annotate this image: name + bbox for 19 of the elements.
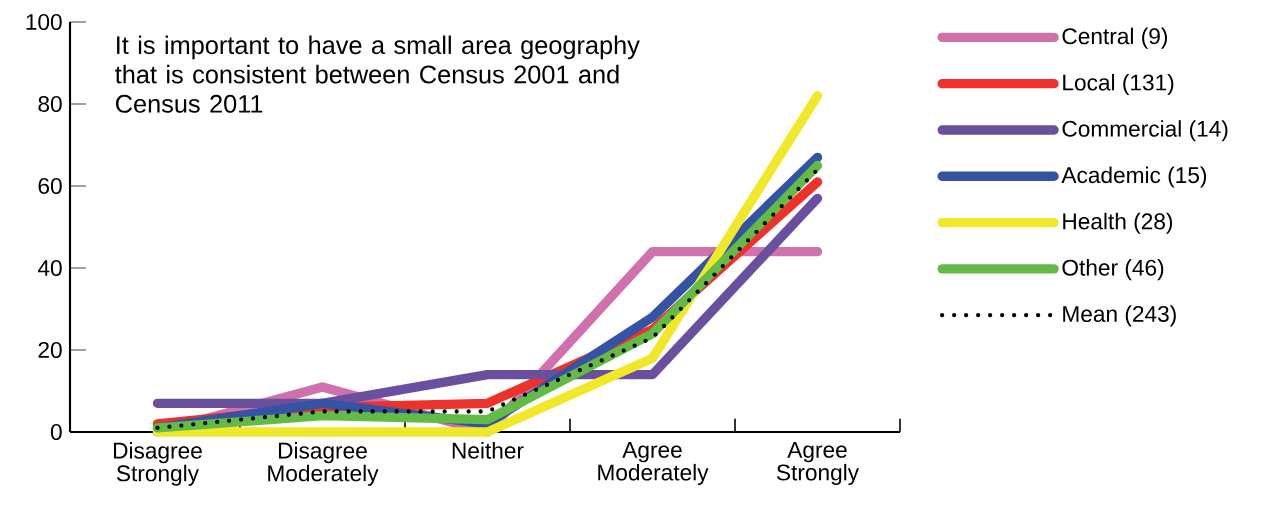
legend-label: Other (46) <box>1062 259 1164 281</box>
legend-label: Local (131) <box>1063 73 1174 95</box>
legend-label: Commercial (14) <box>1062 120 1228 142</box>
y-tick-label: 0 <box>50 423 62 441</box>
legend-label: Central (9) <box>1062 27 1168 49</box>
y-tick-label: 100 <box>26 13 62 31</box>
legend-label: Mean (243) <box>1063 305 1176 327</box>
y-tick-label: 20 <box>38 341 62 359</box>
x-tick-label: Agree Strongly <box>776 442 860 486</box>
y-tick-label: 80 <box>38 95 62 113</box>
x-tick-label: Agree Moderately <box>598 442 709 486</box>
x-tick-label: Disagree Strongly <box>113 442 202 486</box>
legend-label: Health (28) <box>1063 212 1173 234</box>
x-tick-label: Neither <box>452 442 524 459</box>
x-tick-label: Disagree Moderately <box>268 442 379 486</box>
y-tick-label: 40 <box>37 259 62 277</box>
legend-label: Academic (15) <box>1061 166 1207 188</box>
y-tick-label: 60 <box>38 177 62 195</box>
text: It is important to have a small area geography that is consistent between Census 2001 and Census 2011 <box>115 35 640 113</box>
